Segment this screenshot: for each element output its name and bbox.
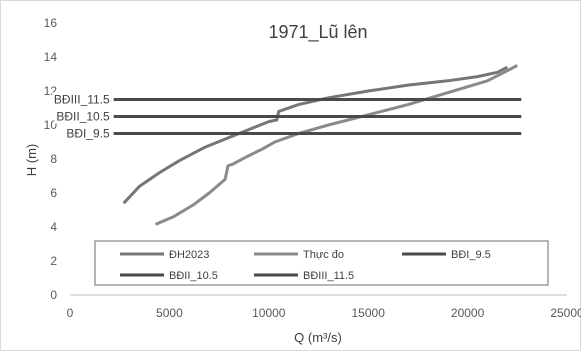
- x-tick-label-5: 25000: [550, 306, 581, 320]
- y-tick-label-3: 6: [50, 186, 57, 200]
- x-axis-title: Q (m³/s): [294, 330, 342, 345]
- x-axis: 0 5000 10000 15000 20000 25000: [67, 294, 581, 320]
- threshold-label-bg-2: [64, 126, 112, 141]
- y-axis-title: H (m): [24, 144, 39, 177]
- legend-label-3: BĐII_10.5: [169, 270, 218, 282]
- legend-label-1: Thực đo: [303, 249, 344, 261]
- series-line-0: [122, 65, 509, 205]
- x-tick-label-3: 15000: [352, 306, 386, 320]
- x-tick-label-4: 20000: [451, 306, 485, 320]
- legend-label-2: BĐI_9.5: [451, 249, 491, 261]
- legend-label-0: ĐH2023: [169, 249, 209, 261]
- x-tick-label-0: 0: [67, 306, 74, 320]
- legend-box: [94, 240, 549, 286]
- y-tick-label-0: 0: [50, 288, 57, 302]
- y-tick-label-4: 8: [50, 152, 57, 166]
- x-tick-label-1: 5000: [156, 306, 183, 320]
- threshold-label-bg-3: [54, 109, 112, 124]
- x-tick-label-2: 10000: [252, 306, 286, 320]
- threshold-label-4: BĐIII_11.5: [54, 93, 110, 107]
- y-tick-label-1: 2: [50, 254, 57, 268]
- legend: ĐH2023 Thực đo BĐI_9.5 BĐII_10.5 BĐIII_11.5: [94, 240, 549, 286]
- threshold-label-bg-4: [51, 92, 112, 107]
- y-tick-label-7: 14: [44, 50, 58, 64]
- plot-area: BĐI_9.5 BĐII_10.5 BĐIII_11.5: [51, 64, 522, 226]
- threshold-label-2: BĐI_9.5: [66, 127, 110, 141]
- chart-title: 1971_Lũ lên: [268, 22, 367, 43]
- y-tick-label-8: 16: [44, 16, 58, 30]
- threshold-label-3: BĐII_10.5: [56, 110, 110, 124]
- y-tick-label-5: 10: [44, 118, 58, 132]
- y-tick-label-2: 4: [50, 220, 57, 234]
- legend-label-4: BĐIII_11.5: [303, 270, 354, 282]
